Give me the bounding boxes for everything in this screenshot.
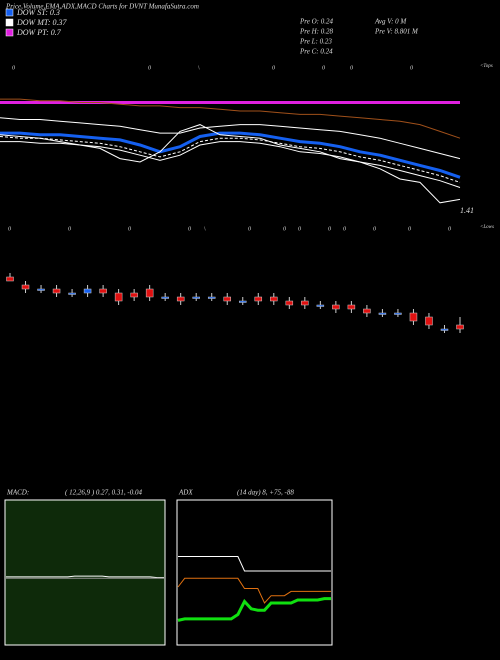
bottom-marker: 0	[448, 226, 451, 232]
panel	[176, 499, 333, 646]
series-line	[0, 131, 461, 179]
candle-body	[239, 300, 247, 303]
top-marker: 0	[350, 65, 353, 71]
candle-body	[21, 284, 30, 290]
series-line	[177, 597, 331, 622]
candle-body	[332, 304, 340, 310]
legend-swatch	[5, 18, 14, 27]
candle-body	[301, 300, 309, 306]
stat: Pre V: 8.801 M	[374, 28, 419, 36]
legend-swatch	[5, 8, 14, 17]
candle-body	[456, 324, 464, 330]
candle-body	[270, 296, 278, 302]
series-line	[0, 124, 461, 204]
candle-body	[285, 300, 294, 306]
top-marker: 0	[148, 65, 151, 71]
bottom-marker: 0	[128, 226, 131, 232]
top-note: <Tops	[480, 64, 493, 69]
bottom-marker: 0	[373, 226, 376, 232]
stat: Pre L: 0.23	[299, 38, 332, 46]
bottom-note: <Lows	[480, 225, 494, 230]
bottom-marker: 0	[248, 226, 251, 232]
candle-body	[363, 308, 371, 314]
bottom-marker: 0	[408, 226, 411, 232]
price-label: 1.41	[460, 206, 474, 215]
candle-body	[378, 312, 387, 315]
bottom-marker: 0	[298, 226, 301, 232]
stat: Pre O: 0.24	[299, 18, 333, 26]
top-marker: 0	[322, 65, 325, 71]
top-marker: 0	[12, 65, 15, 71]
series-line	[0, 136, 461, 183]
candle-body	[347, 304, 356, 310]
candle-body	[114, 292, 123, 302]
candle-body	[161, 296, 169, 299]
top-marker: 0	[272, 65, 275, 71]
top-marker: \	[198, 65, 200, 71]
candle-body	[6, 276, 14, 282]
bottom-marker: 0	[343, 226, 346, 232]
legend-label: DOW ST: 0.3	[16, 8, 60, 17]
candle-body	[394, 312, 402, 315]
legend-swatch	[5, 28, 14, 37]
candle-body	[176, 296, 185, 302]
stat: Avg V: 0 M	[374, 18, 407, 26]
stat: Pre C: 0.24	[299, 48, 333, 56]
candle-body	[409, 312, 418, 322]
candle-body	[254, 296, 263, 302]
candle-body	[52, 288, 61, 294]
candle-body	[207, 296, 216, 299]
top-marker: 0	[410, 65, 413, 71]
panel-title: ADX	[178, 489, 193, 497]
panel-subtitle: ( 12,26,9 ) 0.27, 0.31, -0.04	[65, 489, 142, 497]
series-line	[177, 577, 331, 604]
bottom-marker: 0	[328, 226, 331, 232]
candle-body	[68, 292, 76, 295]
series-line	[178, 556, 331, 572]
series-line	[6, 575, 164, 579]
candle-body	[37, 288, 45, 291]
candle-body	[316, 304, 325, 307]
panel-title: MACD:	[6, 489, 29, 497]
legend-label: DOW PT: 0.7	[16, 28, 62, 37]
panel	[4, 499, 166, 646]
series-line	[0, 117, 461, 160]
candle-body	[130, 292, 138, 298]
candle-body	[192, 296, 200, 299]
legend-label: DOW MT: 0.37	[16, 18, 68, 27]
stat: Pre H: 0.28	[299, 28, 333, 36]
candle-body	[83, 288, 92, 294]
candle-body	[223, 296, 231, 302]
bottom-marker: 0	[283, 226, 286, 232]
bottom-marker: 0	[188, 226, 191, 232]
bottom-marker: 0	[8, 226, 11, 232]
bottom-marker: 0	[68, 226, 71, 232]
candle-body	[99, 288, 107, 294]
chart-title: Price,Volume,EMA,ADX,MACD Charts for DVN…	[5, 3, 199, 11]
bottom-marker: \	[204, 226, 206, 232]
candle-body	[425, 316, 433, 326]
candle-body	[440, 328, 449, 331]
candle-body	[145, 288, 154, 298]
panel-subtitle: (14 day) 8, +75, -88	[237, 489, 294, 497]
series-line	[0, 98, 461, 139]
